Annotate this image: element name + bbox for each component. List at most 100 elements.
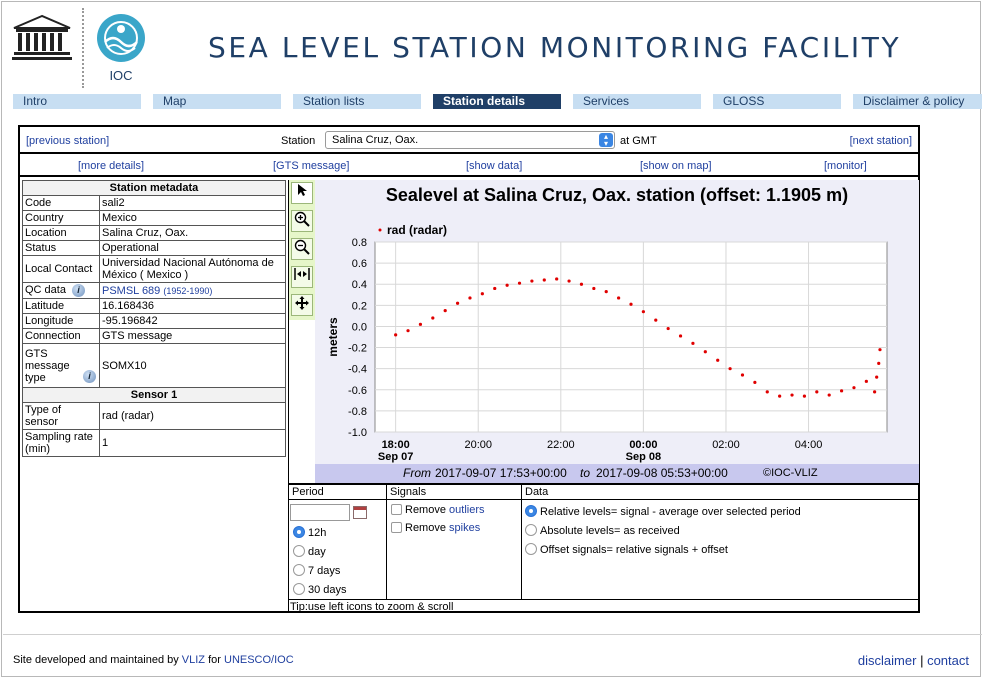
radio-relative[interactable] — [525, 505, 537, 517]
sampling-rate-label: Sampling rate (min) — [22, 429, 100, 457]
legend-label: rad (radar) — [387, 223, 447, 237]
radio-7days[interactable] — [293, 564, 305, 576]
next-station-link[interactable]: [next station] — [849, 135, 912, 147]
station-label: Station — [281, 135, 316, 147]
x-tick-label: 00:00 — [629, 439, 657, 451]
data-point — [753, 380, 757, 384]
y-tick-label: -1.0 — [348, 427, 367, 439]
period-day-option[interactable]: day — [293, 545, 326, 558]
data-point — [740, 373, 745, 377]
nav-station-lists[interactable]: Station lists — [293, 94, 421, 109]
period-day-label: day — [308, 546, 326, 558]
previous-station-link[interactable]: [previous station] — [26, 135, 110, 147]
period-7days-option[interactable]: 7 days — [293, 564, 340, 577]
unesco-logo[interactable] — [12, 14, 72, 64]
nav-map[interactable]: Map — [153, 94, 281, 109]
period-heading: Period — [289, 485, 386, 500]
pointer-tool-icon[interactable] — [291, 182, 313, 204]
psmsl-link[interactable]: PSMSL 689 — [102, 284, 161, 297]
show-data-link[interactable]: [show data] — [466, 160, 523, 172]
location-label: Location — [22, 225, 100, 241]
nav-disclaimer-policy[interactable]: Disclaimer & policy — [853, 94, 982, 109]
period-7days-label: 7 days — [308, 565, 341, 577]
sensor-heading: Sensor 1 — [22, 387, 286, 403]
gts-type-label: GTS message type — [25, 347, 70, 384]
data-point — [542, 278, 546, 282]
local-contact-label: Local Contact — [22, 255, 100, 283]
remove-outliers-option[interactable]: Remove outliers — [391, 504, 485, 516]
graph-caption: From 2017-09-07 17:53+00:00 to 2017-09-0… — [315, 464, 919, 483]
data-point — [406, 329, 410, 333]
data-point — [567, 279, 571, 283]
nav-services[interactable]: Services — [573, 94, 701, 109]
ioc-logo[interactable]: IOC — [95, 12, 147, 84]
remove-spikes-option[interactable]: Remove spikes — [391, 522, 480, 534]
data-point — [629, 302, 633, 306]
data-absolute-option[interactable]: Absolute levels= as received — [525, 524, 680, 537]
radio-day[interactable] — [293, 545, 305, 557]
calendar-icon[interactable] — [353, 506, 367, 519]
zoom-in-icon[interactable] — [291, 210, 313, 232]
x-tick-label: 02:00 — [712, 439, 740, 451]
fit-horizontal-icon[interactable] — [291, 266, 313, 288]
sealevel-chart[interactable]: 0.8 0.6 0.4 0.2 0.0 -0.2 -0.4 -0.6 -0.8 -1.0 18:0… — [315, 180, 919, 464]
info-icon[interactable]: i — [71, 284, 85, 297]
data-offset-option[interactable]: Offset signals= relative signals + offse… — [525, 543, 728, 556]
local-contact-value: Universidad Nacional Autónoma de México … — [99, 255, 286, 283]
more-details-link[interactable]: [more details] — [78, 160, 145, 172]
data-point — [592, 286, 596, 291]
nav-intro[interactable]: Intro — [13, 94, 141, 109]
data-point — [443, 309, 447, 313]
radio-absolute[interactable] — [525, 524, 537, 536]
station-links-bar: [more details] [GTS message] [show data]… — [20, 156, 918, 177]
period-30days-option[interactable]: 30 days — [293, 583, 347, 596]
chart-title: Sealevel at Salina Cruz, Oax. station (o… — [385, 185, 849, 205]
data-relative-option[interactable]: Relative levels= signal - average over s… — [525, 505, 801, 518]
nav-station-details[interactable]: Station details — [433, 94, 561, 109]
qc-data-cell: QC data i — [22, 282, 100, 299]
y-tick-label: -0.6 — [348, 385, 367, 397]
data-point — [530, 279, 534, 283]
footer-divider — [3, 634, 982, 635]
pan-icon[interactable] — [291, 294, 313, 316]
data-point — [678, 334, 683, 338]
data-point — [691, 341, 695, 345]
data-point — [815, 390, 819, 394]
y-tick-label: 0.8 — [352, 237, 367, 249]
country-value: Mexico — [99, 210, 286, 226]
sealevel-graph: Sealevel at Salina Cruz, Oax. station (o… — [288, 180, 919, 483]
gts-message-link[interactable]: [GTS message] — [273, 160, 350, 172]
radio-30days[interactable] — [293, 583, 305, 595]
spikes-checkbox[interactable] — [391, 522, 402, 533]
monitor-link[interactable]: [monitor] — [824, 160, 867, 172]
station-select[interactable]: Salina Cruz, Oax. ▴ ▾ — [325, 131, 615, 149]
info-icon[interactable]: i — [83, 370, 96, 383]
status-label: Status — [22, 240, 100, 256]
outliers-link[interactable]: outliers — [449, 504, 485, 516]
show-on-map-link[interactable]: [show on map] — [640, 160, 712, 172]
contact-link[interactable]: contact — [927, 653, 969, 668]
unesco-ioc-link[interactable]: UNESCO/IOC — [224, 654, 294, 666]
x-tick-date-label: Sep 07 — [378, 451, 413, 463]
vliz-link[interactable]: VLIZ — [181, 654, 206, 666]
radio-offset[interactable] — [525, 543, 537, 555]
data-point — [852, 386, 856, 390]
data-point — [839, 389, 844, 393]
longitude-value: -95.196842 — [99, 313, 286, 329]
x-tick-date-label: Sep 08 — [626, 451, 661, 463]
x-tick-label: 04:00 — [795, 439, 823, 451]
data-point — [728, 367, 732, 371]
disclaimer-link[interactable]: disclaimer — [857, 653, 917, 668]
spikes-link[interactable]: spikes — [449, 522, 481, 534]
footer-text: Site developed and maintained by — [13, 654, 179, 666]
radio-12h[interactable] — [293, 526, 305, 538]
page-title: SEA LEVEL STATION MONITORING FACILITY — [208, 31, 902, 64]
zoom-out-icon[interactable] — [291, 238, 313, 260]
nav-gloss[interactable]: GLOSS — [713, 94, 841, 109]
date-input[interactable] — [290, 504, 350, 521]
data-column: Data Relative levels= signal - average o… — [522, 485, 919, 599]
qc-data-value: PSMSL 689 (1952-1990) — [99, 282, 286, 299]
outliers-checkbox[interactable] — [391, 504, 402, 515]
station-selector-bar: [previous station] Station Salina Cruz, … — [20, 127, 918, 154]
period-12h-option[interactable]: 12h — [293, 526, 326, 539]
